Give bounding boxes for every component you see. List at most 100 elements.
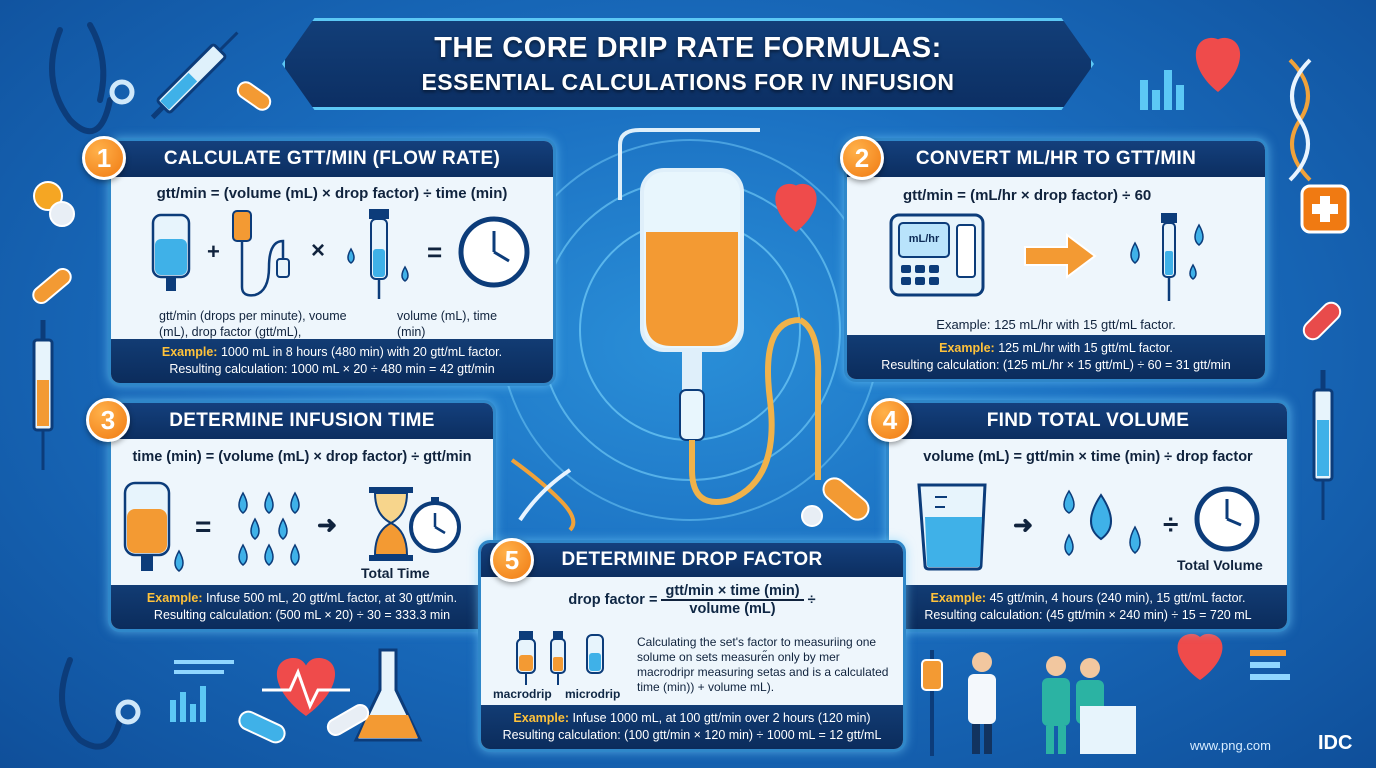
example-label: Example:	[930, 591, 987, 606]
section-5-example: Example: Infuse 1000 mL, at 100 gtt/min …	[481, 705, 903, 749]
example-text: 45 gtt/min, 4 hours (240 min), 15 gtt/mL…	[989, 591, 1246, 606]
example-result: Resulting calculation: (100 gtt/min × 12…	[502, 728, 882, 743]
iv-bag-orange-icon	[123, 481, 184, 572]
hourglass-stopwatch-icon	[369, 487, 461, 561]
plus-symbol: +	[207, 239, 220, 264]
chart-icon	[170, 660, 234, 722]
macro-micro-drip-icons	[516, 631, 604, 685]
section-5-heading: DETERMINE DROP FACTOR	[481, 543, 903, 577]
divide-symbol: ÷	[1163, 509, 1179, 540]
drip-drops-icon	[1130, 213, 1204, 301]
syringe-vertical-icon	[32, 320, 54, 470]
heart-monitor-icon	[262, 657, 350, 716]
center-dna-icon	[510, 458, 576, 532]
section-1-note-left: gtt/min (drops per minute), voume (mL), …	[159, 309, 347, 339]
section-3-formula: time (min) = (volume (mL) × drop factor)…	[132, 449, 472, 465]
iv-stand-icon	[921, 650, 943, 756]
formula-left: drop factor =	[568, 591, 658, 608]
pills-icon	[32, 181, 75, 304]
stethoscope-icon	[49, 22, 135, 135]
example-result: Resulting calculation: (500 mL × 20) ÷ 3…	[153, 608, 451, 623]
equals-symbol: =	[195, 511, 212, 542]
section-2-heading: CONVERT ML/HR TO GTT/MIN	[847, 141, 1265, 177]
section-1-card: CALCULATE GTT/MIN (FLOW RATE) gtt/min = …	[108, 138, 556, 386]
section-4-formula: volume (mL) = gtt/min × time (min) ÷ dro…	[923, 449, 1253, 465]
example-label: Example:	[513, 711, 570, 726]
example-text: 125 mL/hr with 15 gtt/mL factor.	[998, 341, 1173, 356]
formula-numerator: gtt/min × time (min)	[661, 583, 804, 601]
formula-denominator: volume (mL)	[689, 601, 776, 617]
total-volume-caption: Total Volume	[1177, 557, 1263, 573]
example-result: Resulting calculation: (45 gtt/min × 240…	[924, 608, 1252, 623]
monitor-heart-icon	[1177, 633, 1290, 680]
pump-display-label: mL/hr	[908, 233, 940, 245]
example-text: 1000 mL in 8 hours (480 min) with 20 gtt…	[220, 345, 503, 360]
beaker-icon	[917, 483, 987, 571]
section-5-formula: drop factor = gtt/min × time (min) volum…	[481, 583, 903, 617]
pill-icon	[236, 81, 272, 111]
section-2-number: 2	[840, 136, 884, 180]
example-text: Infuse 1000 mL, at 100 gtt/min over 2 ho…	[572, 711, 871, 726]
arrow-right-icon	[1024, 233, 1097, 279]
microdrip-label: microdrip	[565, 687, 621, 701]
section-3-number: 3	[86, 398, 130, 442]
section-2-example: Example: 125 mL/hr with 15 gtt/mL factor…	[847, 335, 1265, 379]
arrow-symbol: ➜	[317, 512, 338, 539]
syringe-right-icon	[1312, 370, 1334, 520]
formula-fraction: gtt/min × time (min) volume (mL)	[661, 583, 804, 617]
stethoscope-bottom-icon	[59, 657, 141, 750]
bar-chart-icon	[1140, 70, 1184, 110]
example-text: Infuse 500 mL, 20 gtt/mL factor, at 30 g…	[206, 591, 458, 606]
syringe-icon	[150, 31, 239, 120]
formula-operator: ÷	[807, 591, 816, 608]
section-1-number: 1	[82, 136, 126, 180]
heart-icon	[1195, 37, 1241, 92]
section-3-heading: DETERMINE INFUSION TIME	[111, 403, 493, 439]
nurse-icon	[1042, 656, 1136, 754]
dna-icon	[1288, 58, 1312, 182]
section-4-number: 4	[868, 398, 912, 442]
clock-icon	[1194, 486, 1260, 552]
times-symbol: ×	[311, 237, 326, 264]
example-label: Example:	[146, 591, 203, 606]
total-time-caption: Total Time	[361, 565, 430, 581]
clock-icon	[458, 216, 530, 288]
flask-icon	[353, 648, 423, 742]
drip-chamber-icon	[347, 209, 409, 299]
section-3-example: Example: Infuse 500 mL, 20 gtt/mL factor…	[111, 585, 493, 629]
capsule-icon	[238, 704, 370, 744]
section-5-note: Calculating the set's factor to measurii…	[637, 635, 889, 694]
section-2-card: CONVERT ML/HR TO GTT/MIN gtt/min = (mL/h…	[844, 138, 1268, 382]
section-4-heading: FIND TOTAL VOLUME	[889, 403, 1287, 439]
equals-symbol: =	[427, 237, 443, 267]
section-1-heading: CALCULATE GTT/MIN (FLOW RATE)	[111, 141, 553, 177]
center-iv-bag-icon	[499, 128, 881, 521]
section-1-example: Example: 1000 mL in 8 hours (480 min) wi…	[111, 339, 553, 383]
section-4-example: Example: 45 gtt/min, 4 hours (240 min), …	[889, 585, 1287, 629]
section-4-card: FIND TOTAL VOLUME volume (mL) = gtt/min …	[886, 400, 1290, 632]
large-drops-icon	[1063, 489, 1141, 556]
center-heart-icon	[775, 183, 817, 232]
water-drops-icon	[238, 491, 300, 566]
section-5-number: 5	[490, 538, 534, 582]
section-1-note-right: volume (mL), time (min)	[397, 309, 498, 339]
section-3-card: DETERMINE INFUSION TIME time (min) = (vo…	[108, 400, 496, 632]
section-2-formula: gtt/min = (mL/hr × drop factor) ÷ 60	[903, 187, 1152, 204]
example-result: Resulting calculation: (125 mL/hr × 15 g…	[881, 358, 1231, 373]
iv-bag-icon	[151, 213, 191, 291]
page-title: THE CORE DRIP RATE FORMULAS:	[434, 32, 942, 64]
section-1-formula: gtt/min = (volume (mL) × drop factor) ÷ …	[156, 185, 508, 202]
example-label: Example:	[161, 345, 218, 360]
section-5-card: DETERMINE DROP FACTOR drop factor = gtt/…	[478, 540, 906, 752]
example-label: Example:	[939, 341, 995, 356]
first-aid-icon	[1300, 184, 1350, 234]
center-pill-icon	[801, 477, 870, 527]
title-banner: THE CORE DRIP RATE FORMULAS: ESSENTIAL C…	[282, 18, 1094, 110]
macrodrip-label: macrodrip	[493, 687, 552, 701]
infusion-pump-icon	[889, 213, 985, 297]
page-subtitle: ESSENTIAL CALCULATIONS FOR IV INFUSION	[421, 69, 955, 95]
doctor-icon	[968, 652, 996, 754]
section-2-note: Example: 125 mL/hr with 15 gtt/mL factor…	[936, 317, 1176, 332]
example-result: Resulting calculation: 1000 mL × 20 ÷ 48…	[169, 362, 495, 377]
